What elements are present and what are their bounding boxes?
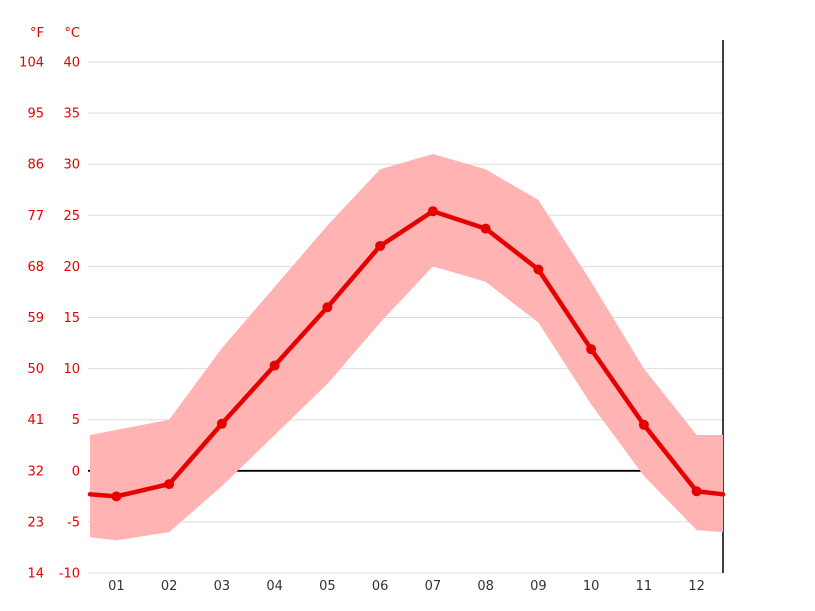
data-point <box>164 479 175 490</box>
month-label: 02 <box>161 579 178 594</box>
data-point <box>322 302 333 313</box>
celsius-tick-label: 30 <box>63 158 80 173</box>
data-point <box>533 264 544 275</box>
month-label: 11 <box>636 579 653 594</box>
celsius-tick-label: -5 <box>67 515 80 530</box>
month-label: 09 <box>530 579 547 594</box>
data-point <box>111 491 122 502</box>
fahrenheit-tick-label: 32 <box>27 464 44 479</box>
data-point <box>216 418 227 429</box>
celsius-tick-label: 0 <box>72 464 80 479</box>
fahrenheit-tick-label: 77 <box>27 209 44 224</box>
fahrenheit-tick-label: 68 <box>27 260 44 275</box>
celsius-tick-label: 20 <box>63 260 80 275</box>
fahrenheit-unit-label: °F <box>30 26 44 41</box>
month-label: 08 <box>477 579 494 594</box>
fahrenheit-tick-label: 14 <box>27 567 44 582</box>
celsius-tick-label: 40 <box>63 56 80 71</box>
fahrenheit-tick-label: 23 <box>27 515 44 530</box>
fahrenheit-tick-label: 86 <box>27 158 44 173</box>
fahrenheit-tick-label: 59 <box>27 311 44 326</box>
celsius-tick-label: -10 <box>59 567 80 582</box>
celsius-tick-label: 10 <box>63 362 80 377</box>
data-point <box>638 419 649 430</box>
month-label: 04 <box>266 579 283 594</box>
month-label: 05 <box>319 579 336 594</box>
month-label: 12 <box>688 579 705 594</box>
data-point <box>480 223 491 234</box>
data-point <box>586 344 597 355</box>
celsius-unit-label: °C <box>64 26 80 41</box>
data-point <box>427 206 438 217</box>
mean-temperature-line <box>87 208 726 499</box>
month-label: 01 <box>108 579 125 594</box>
temperature-range-band <box>90 153 723 541</box>
fahrenheit-tick-label: 95 <box>27 107 44 122</box>
fahrenheit-tick-label: 104 <box>19 56 44 71</box>
month-label: 10 <box>583 579 600 594</box>
fahrenheit-tick-label: 50 <box>27 362 44 377</box>
month-label: 06 <box>372 579 389 594</box>
month-label: 07 <box>425 579 442 594</box>
celsius-tick-label: 15 <box>63 311 80 326</box>
celsius-tick-label: 25 <box>63 209 80 224</box>
celsius-tick-label: 35 <box>63 107 80 122</box>
data-point <box>691 486 702 497</box>
fahrenheit-tick-label: 41 <box>27 413 44 428</box>
data-point <box>269 360 280 371</box>
data-point <box>375 240 386 251</box>
month-label: 03 <box>214 579 231 594</box>
celsius-tick-label: 5 <box>72 413 80 428</box>
